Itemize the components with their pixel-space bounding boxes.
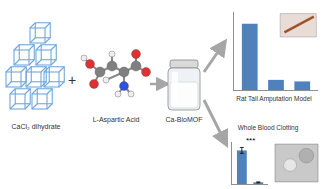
html-text:L-Aspartic Acid: L-Aspartic Acid: [92, 116, 140, 123]
svg-text:***: ***: [246, 136, 255, 145]
html-text:CaCl₂ dihydrate: CaCl₂ dihydrate: [11, 123, 61, 130]
html-text:Whole Blood Clotting: Whole Blood Clotting: [237, 124, 299, 131]
html-text:Rat Tail Amputation Model: Rat Tail Amputation Model: [236, 95, 312, 102]
html-text:Ca-BioMOF: Ca-BioMOF: [165, 116, 203, 123]
